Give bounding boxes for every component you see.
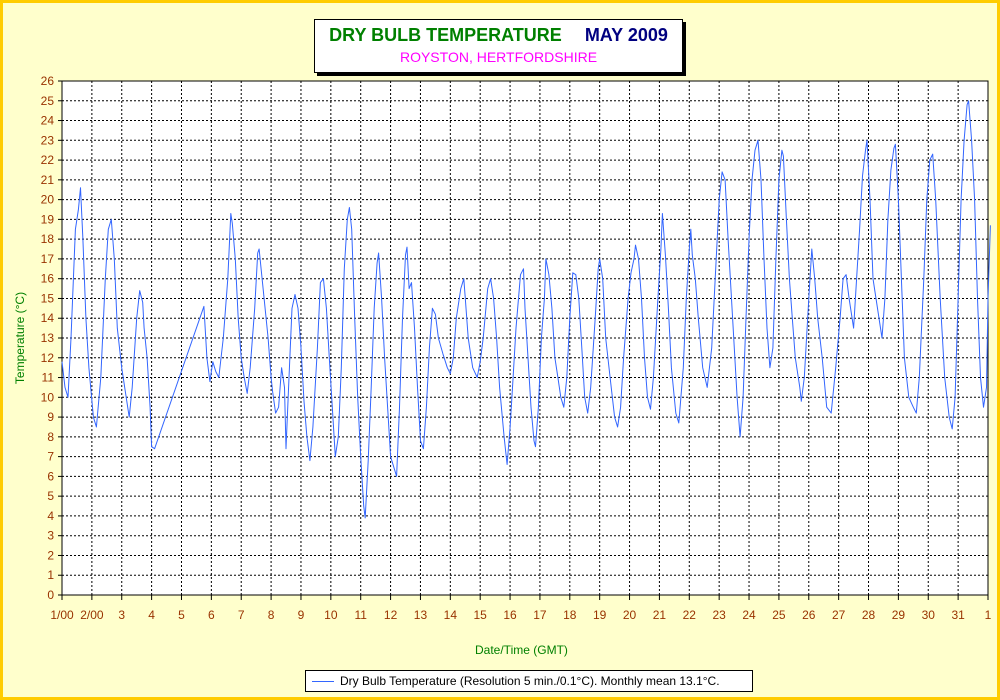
x-tick-label: 21 xyxy=(653,608,667,622)
x-tick-label: 30 xyxy=(922,608,936,622)
y-tick-label: 9 xyxy=(47,410,54,424)
x-tick-label: 12 xyxy=(384,608,398,622)
y-tick-label: 21 xyxy=(41,173,55,187)
x-tick-label: 28 xyxy=(862,608,876,622)
x-tick-label: 9 xyxy=(298,608,305,622)
chart-title-month: MAY 2009 xyxy=(584,25,668,45)
x-tick-label: 27 xyxy=(832,608,846,622)
x-tick-label: 29 xyxy=(892,608,906,622)
grid-layer xyxy=(61,80,989,596)
y-tick-label: 16 xyxy=(41,272,55,286)
y-tick-label: 8 xyxy=(47,430,54,444)
y-tick-label: 11 xyxy=(42,371,55,385)
x-axis-label: Date/Time (GMT) xyxy=(475,643,568,657)
x-tick-label: 31 xyxy=(951,608,965,622)
x-tick-label: 8 xyxy=(268,608,275,622)
x-tick-label: 13 xyxy=(414,608,428,622)
y-tick-label: 23 xyxy=(41,133,55,147)
x-tick-label: 16 xyxy=(503,608,517,622)
x-tick-label: 2/00 xyxy=(80,608,104,622)
y-tick-label: 15 xyxy=(41,291,55,305)
x-tick-label: 7 xyxy=(238,608,245,622)
y-tick-label: 4 xyxy=(47,509,54,523)
y-tick-label: 17 xyxy=(41,252,55,266)
x-tick-label: 1/00 xyxy=(50,608,74,622)
y-tick-label: 1 xyxy=(47,568,54,582)
tick-layer: 0123456789101112131415161718192021222324… xyxy=(41,74,992,622)
series-line-dry-bulb xyxy=(61,100,991,519)
x-tick-label: 1 xyxy=(985,608,992,622)
y-tick-label: 14 xyxy=(41,311,55,325)
x-tick-label: 23 xyxy=(712,608,726,622)
y-tick-label: 3 xyxy=(47,529,54,543)
x-tick-label: 6 xyxy=(208,608,215,622)
x-tick-label: 25 xyxy=(772,608,786,622)
x-tick-label: 5 xyxy=(178,608,185,622)
y-tick-label: 22 xyxy=(41,153,55,167)
x-tick-label: 14 xyxy=(444,608,458,622)
y-tick-label: 13 xyxy=(41,331,55,345)
x-tick-label: 26 xyxy=(802,608,816,622)
x-tick-label: 22 xyxy=(683,608,697,622)
y-tick-label: 26 xyxy=(41,74,55,88)
y-tick-label: 20 xyxy=(41,193,55,207)
y-axis-label: Temperature (°C) xyxy=(13,291,27,385)
y-tick-label: 5 xyxy=(47,489,54,503)
x-tick-label: 17 xyxy=(533,608,547,622)
y-tick-label: 24 xyxy=(41,114,55,128)
y-tick-label: 19 xyxy=(41,212,55,226)
y-tick-label: 0 xyxy=(47,588,54,602)
x-tick-label: 3 xyxy=(118,608,125,622)
y-tick-label: 10 xyxy=(41,390,55,404)
x-tick-label: 20 xyxy=(623,608,637,622)
x-tick-label: 10 xyxy=(324,608,338,622)
y-tick-label: 12 xyxy=(41,351,55,365)
x-tick-label: 18 xyxy=(563,608,577,622)
legend-line-swatch xyxy=(312,680,334,682)
x-tick-label: 19 xyxy=(593,608,607,622)
y-tick-label: 25 xyxy=(41,94,55,108)
x-tick-label: 15 xyxy=(474,608,488,622)
legend: Dry Bulb Temperature (Resolution 5 min./… xyxy=(305,670,753,692)
chart-subtitle: ROYSTON, HERTFORDSHIRE xyxy=(399,49,598,65)
chart-title: DRY BULB TEMPERATURE xyxy=(329,25,562,45)
plot-area xyxy=(61,80,989,596)
y-tick-label: 18 xyxy=(41,232,55,246)
y-tick-label: 6 xyxy=(47,469,54,483)
x-tick-label: 11 xyxy=(354,608,367,622)
chart-title-box: DRY BULB TEMPERATURE MAY 2009 ROYSTON, H… xyxy=(314,19,683,73)
y-tick-label: 2 xyxy=(47,548,54,562)
series-layer xyxy=(61,100,991,519)
x-tick-label: 4 xyxy=(148,608,155,622)
y-tick-label: 7 xyxy=(47,450,54,464)
x-tick-label: 24 xyxy=(742,608,756,622)
legend-label: Dry Bulb Temperature (Resolution 5 min./… xyxy=(340,674,720,688)
